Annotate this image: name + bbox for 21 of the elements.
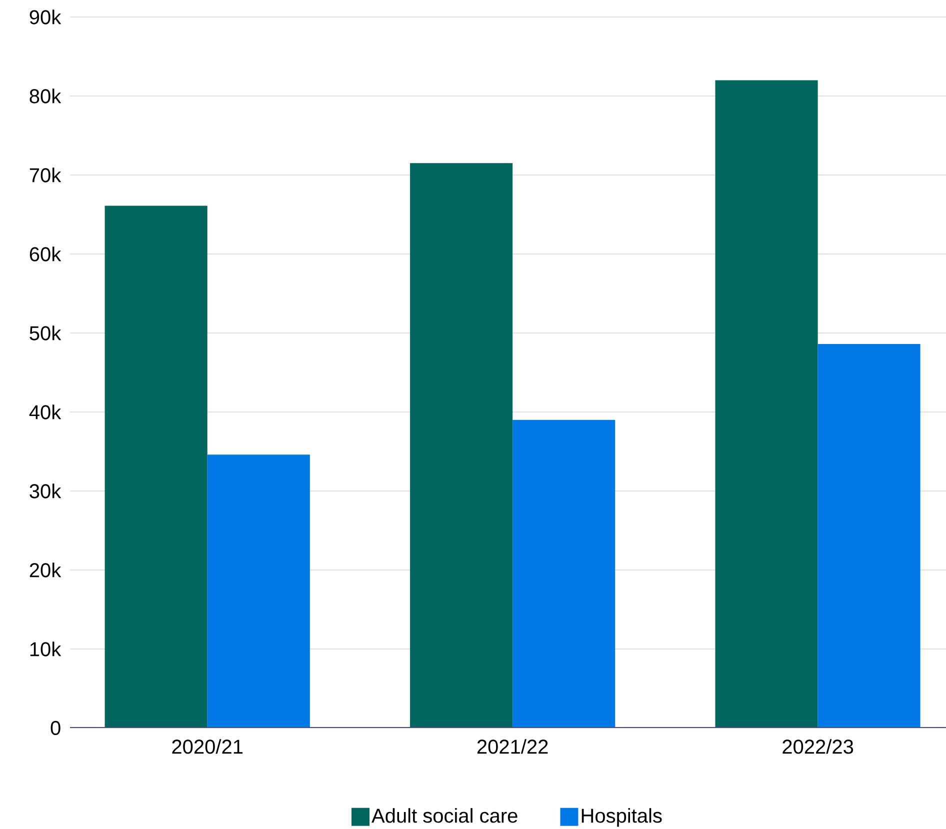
x-tick-label: 2021/22	[477, 739, 548, 754]
y-tick-label: 80k	[30, 88, 62, 104]
bar	[512, 420, 616, 728]
y-tick-label: 10k	[30, 642, 62, 656]
y-tick-label: 0	[50, 720, 60, 736]
y-tick-label: 90k	[30, 10, 62, 24]
y-tick-label: 40k	[29, 404, 62, 420]
y-tick-label: 70k	[30, 168, 62, 182]
bar	[104, 206, 208, 728]
y-tick-label: 60k	[30, 246, 62, 262]
bar	[715, 80, 818, 728]
y-tick-label: 20k	[30, 562, 62, 578]
y-tick-label: 30k	[30, 484, 62, 498]
legend-label: Adult social care	[372, 808, 518, 823]
bar	[207, 454, 310, 728]
bar	[410, 163, 513, 728]
bar	[818, 344, 920, 728]
x-tick-label: 2022/23	[782, 739, 854, 754]
y-tick-label: 50k	[30, 326, 62, 340]
x-tick-label: 2020/21	[172, 739, 243, 754]
legend-label: Hospitals	[582, 808, 662, 827]
